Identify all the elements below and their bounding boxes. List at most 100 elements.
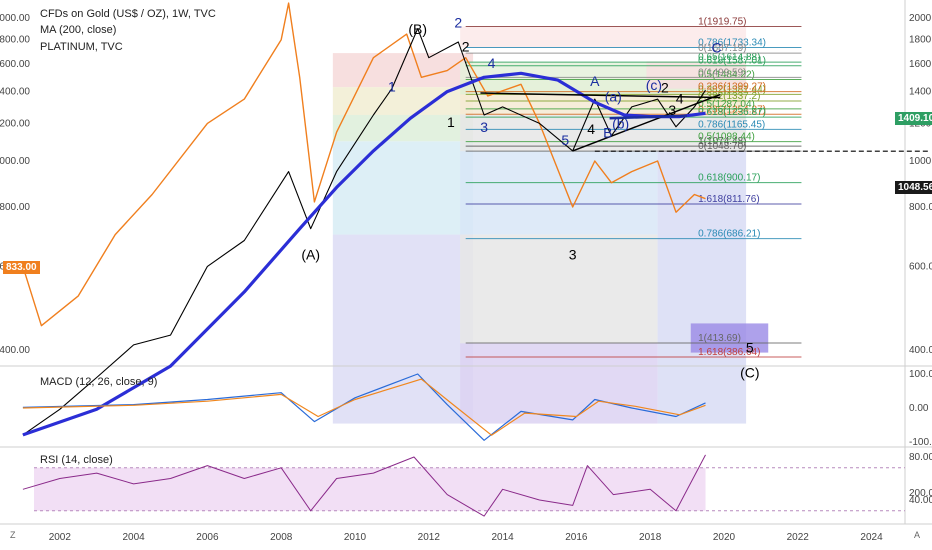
wave-label: 1 — [388, 79, 396, 95]
a-mark[interactable]: A — [914, 530, 921, 540]
target-box — [690, 323, 769, 353]
fib-label: 0.236(1254.27) — [698, 104, 766, 115]
fib-label: 1.618(811.76) — [698, 194, 760, 205]
fib-label: 0.5(1098.44) — [698, 132, 755, 143]
gold-price-line — [22, 28, 706, 436]
y-tick-label-right: 1000.00 — [909, 156, 932, 167]
fib-zone — [332, 114, 474, 142]
rsi-line — [22, 454, 706, 517]
trend-line — [572, 93, 721, 152]
wave-label: 5 — [746, 340, 754, 356]
macd-legend: MACD (12, 26, close, 9) — [40, 376, 158, 388]
y-tick-label-right: 1800.00 — [909, 35, 932, 46]
x-tick-label: 2024 — [860, 532, 883, 543]
x-tick-label: 2022 — [787, 532, 810, 543]
fib-zone-backgrounds — [34, 26, 769, 511]
wave-label: (B) — [408, 21, 427, 37]
wave-label: (A) — [301, 247, 320, 263]
fib-label: 0(1499.59) — [698, 67, 746, 78]
ma-200-line — [22, 71, 706, 437]
y-tick-label: 1200.00 — [0, 118, 30, 129]
x-tick-label: 2020 — [713, 532, 736, 543]
fib-label: 0.618(1587.01) — [698, 56, 766, 67]
fib-zone — [460, 151, 658, 235]
fib-zone — [460, 26, 747, 48]
fib-zone — [460, 343, 658, 424]
gold-price-badge: 1409.10 — [895, 112, 932, 125]
wave-label: 3 — [480, 119, 488, 135]
macd-tick-label: 100.00 — [909, 369, 932, 380]
fib-label: 1.618(386.64) — [698, 347, 760, 358]
y-tick-label-right: 1400.00 — [909, 87, 932, 98]
price-series — [22, 2, 930, 517]
fib-label: 0(1048.70) — [698, 141, 746, 152]
macd-line — [22, 373, 706, 441]
fib-zone — [332, 53, 474, 88]
y-tick-label: 800.00 — [0, 202, 30, 213]
y-tick-label-right: 800.00 — [909, 202, 932, 213]
macd-tick-label: 0.00 — [909, 403, 929, 414]
wave-label: 3 — [569, 247, 577, 263]
y-tick-label: 1800.00 — [0, 35, 30, 46]
y-tick-label-right: 1600.00 — [909, 59, 932, 70]
z-mark[interactable]: Z — [10, 530, 16, 540]
x-tick-label: 2016 — [565, 532, 588, 543]
rsi-tick-label: 40.00 — [909, 495, 932, 506]
platinum-line — [22, 2, 706, 327]
y-tick-label: 1600.00 — [0, 59, 30, 70]
wave-label: 5 — [561, 132, 569, 148]
fibonacci-levels[interactable]: 1(1919.75)0.786(1733.34)0.65(1614.88)0.6… — [465, 16, 802, 358]
wave-label: C — [712, 40, 722, 56]
fib-label: 0.618(900.17) — [698, 173, 760, 184]
fib-zone — [332, 234, 474, 424]
x-tick-label: 2014 — [491, 532, 514, 543]
y-tick-label-right: 200.00 — [909, 488, 932, 499]
wave-label: (a) — [605, 88, 622, 104]
fib-zone — [657, 151, 747, 424]
y-tick-label: 400.00 — [0, 345, 30, 356]
fib-label: 0.65(1614.88) — [698, 52, 760, 63]
fib-zone — [460, 114, 747, 152]
fib-label: 0.382(1337.2) — [698, 91, 760, 102]
x-tick-label: 2018 — [639, 532, 662, 543]
symbol-title: CFDs on Gold (US$ / OZ), 1W, TVC — [40, 8, 216, 20]
platinum-price-badge: 833.00 — [3, 261, 40, 274]
y-tick-label-right: 600.00 — [909, 261, 932, 272]
wave-label: 2 — [661, 79, 669, 95]
wave-label: 4 — [676, 91, 684, 107]
level-marker-badge: 1048.56 — [895, 181, 932, 194]
fib-zone — [332, 141, 474, 235]
x-tick-label: 2010 — [344, 532, 367, 543]
wave-label: 1 — [447, 114, 455, 130]
wave-label: 4 — [488, 55, 496, 71]
trend-line — [609, 114, 688, 120]
y-tick-label: 2000.00 — [0, 13, 30, 24]
y-tick-label: 1000.00 — [0, 156, 30, 167]
x-tick-label: 2002 — [49, 532, 72, 543]
wave-label: 2 — [462, 39, 470, 55]
fib-label: 1(413.69) — [698, 333, 741, 344]
wave-label: B — [603, 125, 612, 141]
rsi-tick-label: 80.00 — [909, 452, 932, 463]
fib-label: 0.382(1381.44) — [698, 84, 766, 95]
fib-zone — [460, 234, 658, 344]
fib-label: 0.236(1399.27) — [698, 82, 766, 93]
trend-line — [480, 92, 721, 99]
ma-legend: MA (200, close) — [40, 24, 117, 36]
x-tick-label: 2012 — [418, 532, 441, 543]
wave-label: (b) — [612, 116, 629, 132]
x-tick-label: 2004 — [122, 532, 145, 543]
wave-label: (C) — [740, 365, 759, 381]
y-tick-label-right: 400.00 — [909, 345, 932, 356]
y-tick-label-right: 2000.00 — [909, 13, 932, 24]
y-tick-label: 1400.00 — [0, 87, 30, 98]
gridlines — [0, 0, 932, 525]
wave-label: (c) — [646, 77, 662, 93]
wave-label: A — [590, 73, 600, 89]
rsi-legend: RSI (14, close) — [40, 454, 113, 466]
fib-label: 0.786(686.21) — [698, 229, 760, 240]
wave-label: 3 — [668, 102, 676, 118]
fib-label: 0.5(1484.22) — [698, 70, 755, 81]
